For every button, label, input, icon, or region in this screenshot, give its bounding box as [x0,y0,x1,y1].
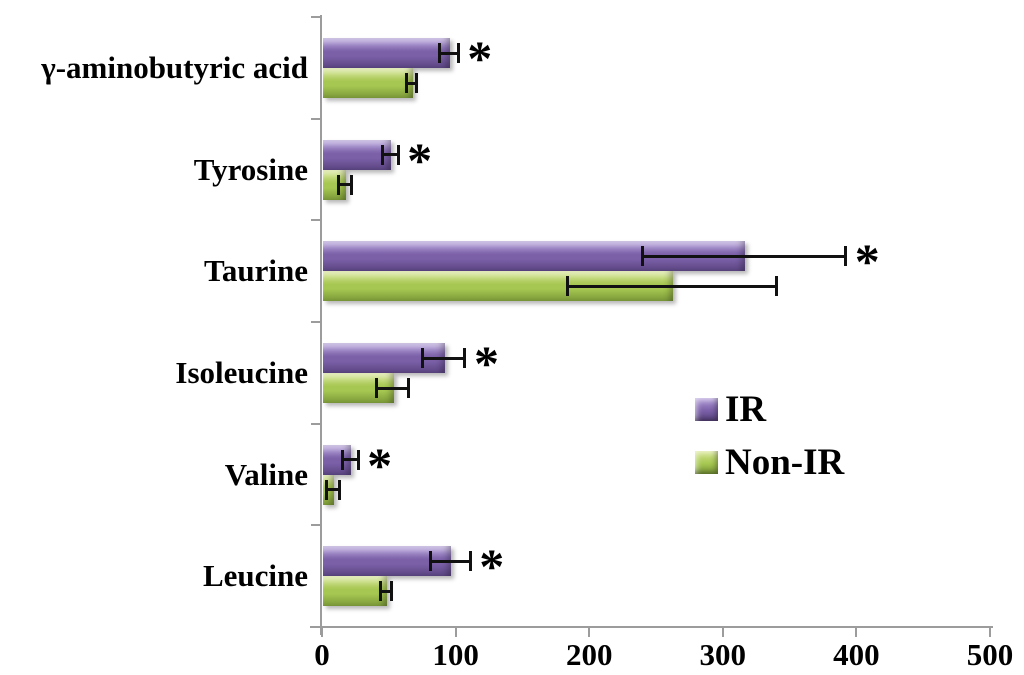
bar-non-ir-leucine [323,576,388,607]
error-bar-non-ir-tyrosine [338,183,352,187]
bar-ir-aminobutyric-acid [323,38,450,68]
x-tick-label: 500 [966,637,1014,672]
significance-asterisk-leucine: * [479,538,505,595]
x-tick-label: 100 [432,637,479,672]
error-bar-cap [349,174,353,195]
x-tick [721,627,724,637]
x-tick-label: 400 [833,637,880,672]
error-bar-cap [438,43,442,63]
error-bar-cap [641,246,645,267]
y-tick [311,626,320,628]
category-label-valine: Valine [224,456,308,492]
y-tick [311,524,320,527]
x-tick [321,627,323,637]
bar-non-ir-tyrosine [323,169,346,200]
error-bar-ir-taurine [642,254,846,258]
error-bar-non-ir-valine [326,488,340,492]
error-bar-cap [407,378,411,398]
error-bar-cap [379,581,383,602]
bar-ir-tyrosine [323,139,392,170]
error-bar-ir-tyrosine [382,153,399,157]
error-bar-ir-aminobutyric-acid [439,51,459,55]
error-bar-cap [380,144,384,165]
legend-swatch-ir [695,398,718,421]
error-bar-ir-isoleucine [422,356,465,360]
x-tick [989,627,991,637]
error-bar-ir-valine [342,458,359,462]
error-bar-non-ir-taurine [567,284,777,288]
y-tick [311,321,320,323]
error-bar-cap [389,581,393,602]
category-label-taurine: Taurine [204,253,308,289]
legend-item-ir: IR [695,388,766,431]
y-axis-line [320,15,322,635]
x-tick-label: 0 [314,637,330,672]
error-bar-cap [396,144,400,165]
error-bar-cap [336,174,340,195]
error-bar-cap [774,276,778,297]
error-bar-cap [420,348,424,368]
x-tick-label: 300 [699,637,747,672]
significance-asterisk-valine: * [367,436,393,493]
category-label-isoleucine: Isoleucine [175,354,308,390]
error-bar-cap [456,43,460,63]
error-bar-cap [324,479,328,500]
error-bar-cap [468,551,472,572]
error-bar-cap [340,449,344,470]
significance-asterisk-aminobutyric-acid: * [467,30,493,86]
legend-label-ir: IR [725,389,767,430]
y-tick [311,117,320,120]
error-bar-cap [844,246,848,267]
x-axis-line [310,626,993,628]
legend-item-non-ir: Non-IR [695,441,844,484]
error-bar-cap [428,551,432,572]
significance-asterisk-isoleucine: * [473,335,499,391]
legend-swatch-non-ir [695,451,718,474]
legend-label-non-ir: Non-IR [725,442,845,483]
error-bar-non-ir-isoleucine [376,386,409,390]
error-bar-cap [415,73,419,93]
category-label-leucine: Leucine [202,558,308,594]
x-tick [588,627,591,637]
bar-non-ir-aminobutyric-acid [323,68,413,98]
error-bar-cap [356,449,360,470]
significance-asterisk-taurine: * [854,233,880,290]
significance-asterisk-tyrosine: * [407,131,433,188]
error-bar-cap [375,378,379,398]
y-tick [311,219,320,222]
error-bar-non-ir-aminobutyric-acid [406,81,417,85]
x-tick-label: 200 [565,637,613,672]
error-bar-cap [463,348,467,368]
error-bar-cap [566,276,570,297]
y-tick [311,16,320,18]
error-bar-ir-leucine [430,559,471,563]
error-bar-non-ir-leucine [380,589,392,593]
x-tick [855,627,858,637]
error-bar-cap [337,479,341,500]
y-tick [311,422,320,425]
error-bar-cap [404,73,408,93]
category-label-tyrosine: Tyrosine [193,151,308,187]
category-label-aminobutyric-acid: γ-aminobutyric acid [41,49,308,85]
x-tick [454,627,457,637]
